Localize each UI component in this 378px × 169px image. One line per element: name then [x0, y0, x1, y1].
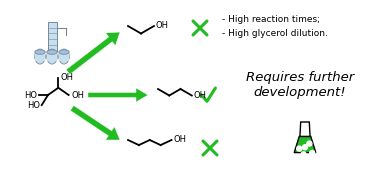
- Ellipse shape: [35, 49, 45, 64]
- Circle shape: [310, 150, 315, 155]
- Text: OH: OH: [156, 21, 169, 30]
- Text: OH: OH: [72, 91, 85, 100]
- Polygon shape: [294, 136, 316, 153]
- Ellipse shape: [47, 50, 57, 54]
- Ellipse shape: [35, 50, 45, 54]
- Text: - High glycerol dilution.: - High glycerol dilution.: [222, 29, 328, 38]
- Text: HO: HO: [24, 91, 37, 100]
- Circle shape: [301, 152, 306, 157]
- Polygon shape: [300, 122, 310, 136]
- FancyBboxPatch shape: [47, 52, 57, 61]
- Text: OH: OH: [194, 91, 207, 100]
- Text: - High reaction times;: - High reaction times;: [222, 16, 320, 25]
- Text: OH: OH: [60, 73, 73, 82]
- Circle shape: [307, 141, 312, 146]
- FancyBboxPatch shape: [35, 52, 45, 61]
- Text: OH: OH: [174, 136, 186, 144]
- Circle shape: [297, 146, 302, 151]
- FancyBboxPatch shape: [59, 52, 69, 61]
- FancyArrow shape: [66, 32, 120, 74]
- Ellipse shape: [47, 49, 57, 64]
- Text: Requires further
development!: Requires further development!: [246, 71, 354, 99]
- FancyBboxPatch shape: [48, 22, 56, 51]
- FancyArrow shape: [70, 105, 120, 140]
- Ellipse shape: [59, 50, 69, 54]
- Circle shape: [302, 145, 308, 150]
- Ellipse shape: [59, 49, 69, 64]
- FancyArrow shape: [88, 88, 148, 102]
- Text: HO: HO: [27, 101, 40, 110]
